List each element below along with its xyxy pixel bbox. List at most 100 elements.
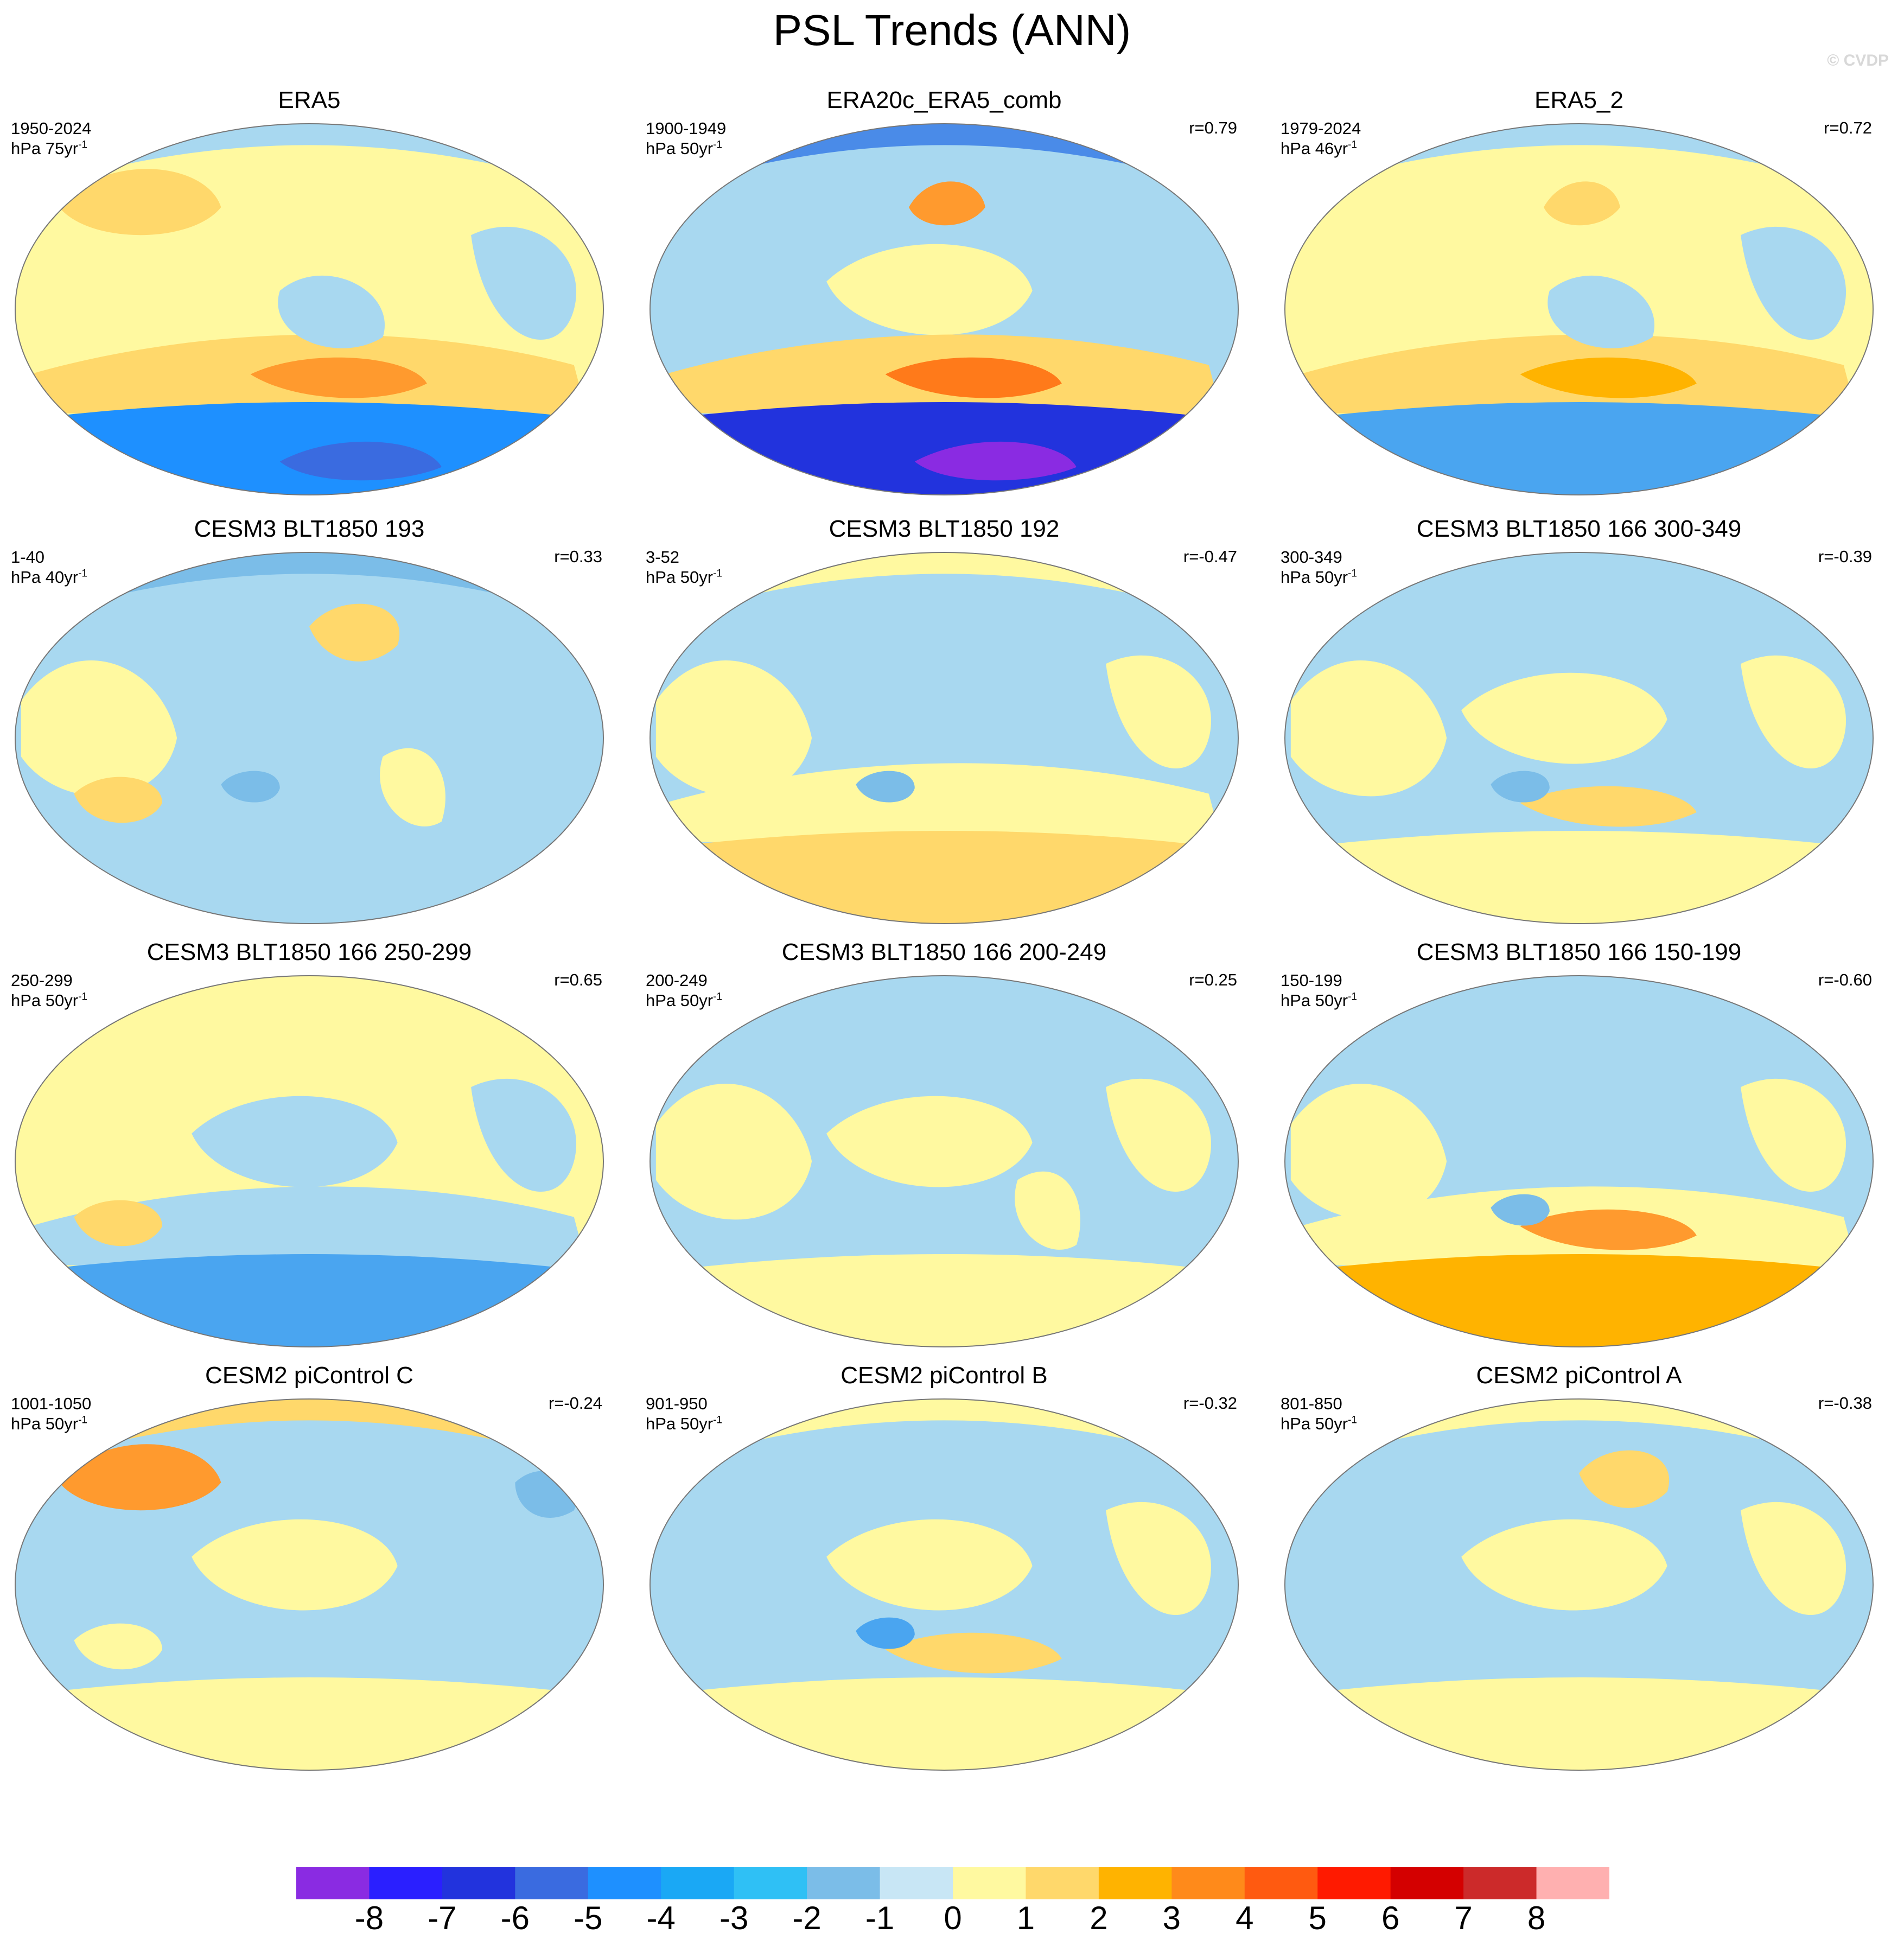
contour-region [74, 777, 162, 823]
map-panel: ERA5_2 1979-2024 hPa 46yr-1 r=0.72 [1270, 87, 1888, 510]
colorbar-swatch [296, 1867, 370, 1899]
panel-title: ERA5_2 [1534, 87, 1623, 113]
contour-region [1520, 786, 1697, 827]
panel-title: CESM2 piControl A [1476, 1362, 1682, 1389]
panel-title: CESM3 BLT1850 193 [194, 516, 425, 542]
contour-region [650, 1677, 1238, 1770]
colorbar-swatch [880, 1867, 953, 1899]
panel-title: CESM2 piControl B [840, 1362, 1048, 1389]
units-label: hPa 50yr-1 [11, 1414, 87, 1434]
units-text: hPa 50yr [1281, 568, 1348, 587]
colorbar-swatch [1317, 1867, 1391, 1899]
map-outline [15, 123, 604, 495]
units-label: hPa 50yr-1 [1281, 568, 1357, 587]
correlation-label: r=-0.39 [1818, 547, 1872, 566]
map-outline [1284, 1398, 1874, 1771]
contour-region [1741, 226, 1846, 340]
contour-region [650, 831, 1238, 924]
contour-region [279, 441, 442, 481]
panel-title: CESM3 BLT1850 166 150-199 [1416, 939, 1742, 965]
units-text: hPa 50yr [1281, 991, 1348, 1010]
units-exponent: -1 [713, 139, 722, 151]
contour-region [15, 1254, 603, 1347]
colorbar-swatch [588, 1867, 661, 1899]
units-exponent: -1 [713, 568, 722, 580]
contour-region [1491, 771, 1550, 803]
colorbar-tick-label: -3 [719, 1900, 749, 1936]
period-label: 901-950 [646, 1394, 708, 1413]
colorbar-swatch [369, 1867, 443, 1899]
contour-region [650, 1254, 1238, 1347]
contour-region [1285, 402, 1873, 495]
units-text: hPa 50yr [646, 1414, 714, 1433]
units-text: hPa 75yr [11, 139, 79, 158]
contour-region [221, 771, 280, 803]
units-label: hPa 50yr-1 [1281, 1414, 1357, 1434]
colorbar-tick-label: -4 [646, 1900, 676, 1936]
contour-region [1285, 1254, 1873, 1347]
map-outline [649, 123, 1239, 495]
map-panel: CESM3 BLT1850 166 150-199 150-199 hPa 50yr… [1270, 939, 1888, 1362]
map-outline [15, 1398, 604, 1771]
units-exponent: -1 [1348, 139, 1357, 151]
units-label: hPa 50yr-1 [646, 991, 722, 1010]
watermark: © CVDP [1827, 52, 1889, 69]
world-map [649, 975, 1239, 1347]
map-panel: ERA5 1950-2024 hPa 75yr-1 [0, 87, 619, 510]
units-text: hPa 50yr [11, 1414, 79, 1433]
world-map [1284, 975, 1874, 1347]
units-text: hPa 50yr [646, 568, 714, 587]
contour-region [192, 1096, 398, 1187]
units-label: hPa 50yr-1 [1281, 991, 1357, 1010]
world-map [15, 1398, 604, 1771]
period-label: 801-850 [1281, 1394, 1342, 1413]
world-map [1284, 1398, 1874, 1771]
map-outline [15, 552, 604, 924]
world-map [15, 552, 604, 924]
contour-region [650, 402, 1238, 495]
units-label: hPa 50yr-1 [646, 1414, 722, 1434]
contour-region [659, 763, 1224, 850]
contour-region [826, 1096, 1033, 1187]
panel-title: ERA5 [278, 87, 341, 113]
contour-region [1548, 275, 1655, 348]
period-label: 150-199 [1281, 971, 1342, 990]
map-panel: ERA20c_ERA5_comb 1900-1949 hPa 50yr-1 r=0.7… [635, 87, 1253, 510]
colorbar-tick-label: 0 [944, 1900, 962, 1936]
page-title: PSL Trends (ANN) [773, 6, 1131, 54]
colorbar-swatch [953, 1867, 1026, 1899]
contour-region [1543, 181, 1620, 226]
colorbar-tick-label: 6 [1381, 1900, 1400, 1936]
contour-region [380, 748, 445, 826]
contour-region [1741, 655, 1846, 769]
contour-region [914, 441, 1077, 481]
units-label: hPa 50yr-1 [646, 139, 722, 158]
units-label: hPa 50yr-1 [646, 568, 722, 587]
colorbar-swatch [807, 1867, 881, 1899]
colorbar-swatch [661, 1867, 735, 1899]
colorbar-tick-label: 4 [1236, 1900, 1254, 1936]
colorbar-swatch [734, 1867, 807, 1899]
units-label: hPa 46yr-1 [1281, 139, 1357, 158]
contour-region [74, 1623, 162, 1670]
period-label: 1979-2024 [1281, 119, 1361, 138]
correlation-label: r=-0.24 [548, 1394, 602, 1413]
colorbar-tick-label: -8 [354, 1900, 384, 1936]
contour-region [1741, 1078, 1846, 1192]
colorbar-tick-label: 8 [1527, 1900, 1546, 1936]
correlation-label: r=0.65 [554, 970, 602, 989]
contour-region [655, 660, 812, 797]
colorbar-tick-label: 3 [1162, 1900, 1181, 1936]
contour-region [885, 357, 1062, 398]
colorbar-tick-label: -1 [865, 1900, 895, 1936]
world-map [649, 552, 1239, 924]
colorbar-swatch [1390, 1867, 1464, 1899]
units-exponent: -1 [1348, 991, 1357, 1003]
colorbar-tick-label: 2 [1090, 1900, 1108, 1936]
map-outline [649, 1398, 1239, 1771]
map-panel: CESM3 BLT1850 166 250-299 250-299 hPa 50yr… [0, 939, 619, 1362]
units-exponent: -1 [1348, 568, 1357, 580]
contour-region [1461, 1519, 1667, 1611]
correlation-label: r=-0.47 [1183, 547, 1237, 566]
colorbar-tick-label: -6 [500, 1900, 530, 1936]
